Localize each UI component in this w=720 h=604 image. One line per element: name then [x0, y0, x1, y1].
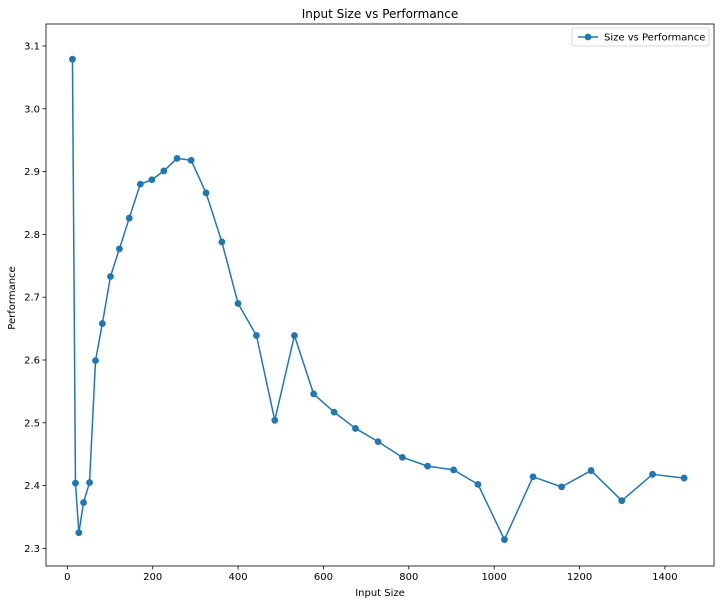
y-tick-label: 2.8: [24, 230, 40, 241]
data-point: [116, 245, 123, 253]
data-point: [374, 438, 382, 446]
data-point: [86, 479, 93, 486]
y-tick-label: 2.3: [24, 544, 40, 555]
x-tick-label: 200: [143, 572, 162, 583]
data-point: [310, 390, 318, 398]
data-point: [529, 473, 537, 481]
data-point: [92, 357, 99, 365]
x-axis-label: Input Size: [355, 588, 405, 599]
data-point: [69, 55, 76, 63]
data-point: [234, 300, 242, 307]
legend-label: Size vs Performance: [604, 33, 705, 44]
data-point: [148, 176, 156, 184]
data-point: [125, 214, 133, 222]
data-point: [352, 425, 359, 432]
y-tick-label: 2.7: [24, 293, 40, 304]
data-point: [271, 416, 279, 424]
data-point: [253, 332, 260, 339]
data-point: [649, 470, 656, 478]
data-point: [187, 156, 195, 164]
y-tick-label: 2.5: [24, 418, 40, 429]
x-tick-label: 1000: [481, 572, 506, 583]
data-point: [107, 273, 114, 280]
data-point: [202, 189, 210, 197]
data-point: [450, 466, 458, 474]
data-point: [218, 238, 226, 246]
y-tick-label: 3.0: [24, 104, 40, 115]
data-point: [399, 453, 406, 461]
data-point: [587, 467, 595, 474]
x-tick-label: 400: [229, 572, 248, 583]
data-point: [80, 499, 87, 506]
series-line: [71, 59, 685, 541]
x-tick-label: 1200: [567, 572, 592, 583]
y-tick-label: 2.6: [24, 356, 40, 367]
data-point: [160, 167, 168, 175]
plot-area: 0 200 400 600 800 1000 1200 1400 2.3 2.4 2.5 2.6 2.7…: [24, 23, 715, 583]
y-axis-label: Performance: [7, 266, 18, 329]
data-point: [558, 483, 566, 491]
x-tick-label: 1400: [652, 572, 677, 583]
data-point: [98, 320, 106, 327]
x-tick-label: 0: [64, 572, 70, 583]
axes-frame: [45, 23, 715, 567]
data-point: [474, 480, 482, 488]
data-point: [136, 180, 144, 188]
y-tick-label: 3.1: [24, 41, 40, 52]
data-point: [501, 536, 508, 544]
legend-box: [571, 27, 710, 47]
y-tick-label: 2.9: [24, 167, 40, 178]
x-tick-label: 800: [399, 572, 418, 583]
data-point: [291, 332, 298, 339]
data-point: [680, 474, 688, 482]
x-tick-label: 600: [314, 572, 333, 583]
data-point: [173, 155, 181, 162]
chart-title: Input Size vs Performance: [302, 7, 459, 21]
data-point: [618, 497, 626, 505]
data-point: [72, 479, 79, 487]
y-tick-label: 2.4: [24, 481, 40, 492]
data-point: [330, 408, 338, 416]
data-point: [424, 462, 431, 470]
data-point: [75, 529, 83, 537]
legend-marker: [584, 33, 592, 41]
